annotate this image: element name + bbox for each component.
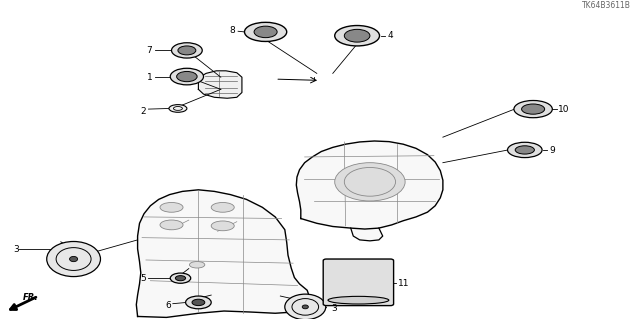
Text: 4: 4 <box>387 31 393 40</box>
Ellipse shape <box>211 203 234 212</box>
Text: 10: 10 <box>558 105 570 114</box>
Ellipse shape <box>170 273 191 283</box>
Polygon shape <box>296 141 443 229</box>
Ellipse shape <box>186 296 211 309</box>
Text: TK64B3611B: TK64B3611B <box>582 1 630 10</box>
Ellipse shape <box>47 241 100 277</box>
Ellipse shape <box>522 104 545 114</box>
Ellipse shape <box>160 203 183 212</box>
Ellipse shape <box>508 142 542 158</box>
Ellipse shape <box>177 71 197 82</box>
Ellipse shape <box>189 262 205 268</box>
Ellipse shape <box>335 163 405 201</box>
Ellipse shape <box>169 105 187 112</box>
Polygon shape <box>136 190 310 317</box>
Ellipse shape <box>70 256 77 262</box>
Text: FR.: FR. <box>23 293 38 302</box>
Ellipse shape <box>285 294 326 319</box>
Ellipse shape <box>514 100 552 118</box>
Text: 6: 6 <box>166 301 172 310</box>
Text: 3: 3 <box>332 304 337 313</box>
Text: 1: 1 <box>147 73 152 82</box>
Text: 2: 2 <box>140 107 146 115</box>
Ellipse shape <box>160 220 183 230</box>
Text: 3: 3 <box>13 245 19 254</box>
Ellipse shape <box>344 167 396 196</box>
Ellipse shape <box>211 221 234 231</box>
Text: 7: 7 <box>147 46 152 55</box>
Ellipse shape <box>254 26 277 38</box>
Ellipse shape <box>335 26 380 46</box>
Text: 11: 11 <box>398 279 410 288</box>
Ellipse shape <box>172 43 202 58</box>
Ellipse shape <box>515 146 534 154</box>
Polygon shape <box>351 228 383 241</box>
Ellipse shape <box>170 68 204 85</box>
FancyBboxPatch shape <box>323 259 394 306</box>
Polygon shape <box>198 71 242 98</box>
Ellipse shape <box>328 296 389 304</box>
Ellipse shape <box>192 299 205 306</box>
Text: 9: 9 <box>549 146 555 155</box>
Ellipse shape <box>178 46 196 55</box>
Ellipse shape <box>244 22 287 41</box>
Ellipse shape <box>175 276 186 281</box>
Text: 8: 8 <box>230 26 236 35</box>
Text: 5: 5 <box>140 274 146 283</box>
Ellipse shape <box>344 29 370 42</box>
Ellipse shape <box>302 305 308 309</box>
